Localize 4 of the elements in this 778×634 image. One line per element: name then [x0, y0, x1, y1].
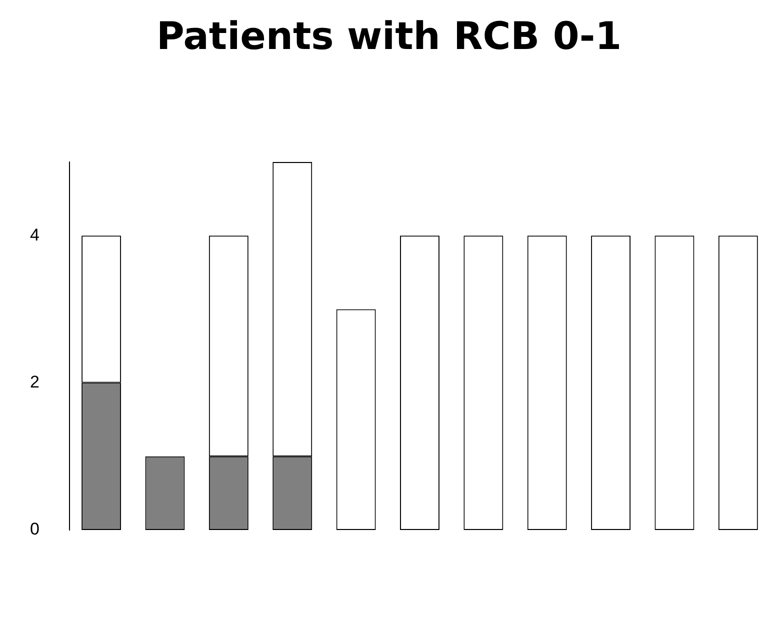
y-tick-label: 4 [30, 225, 40, 244]
y-tick-label: 2 [30, 372, 40, 392]
y-tick-label: 0 [30, 520, 40, 539]
chart-title: Patients with RCB 0-1 [155, 14, 623, 58]
